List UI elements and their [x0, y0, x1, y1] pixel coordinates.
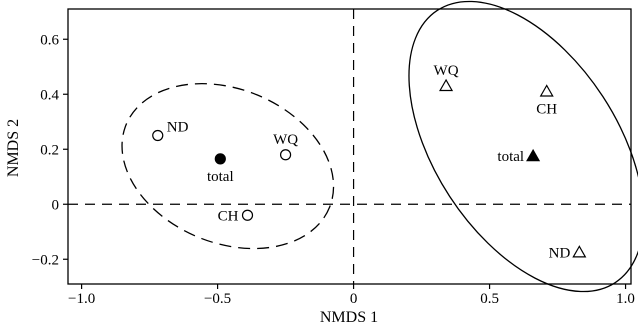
triangle-marker — [439, 78, 454, 92]
point-label: CH — [218, 208, 239, 224]
point-label: WQ — [434, 63, 459, 79]
point-layer: ND WQ CH total WQ CH total ND — [152, 63, 587, 261]
x-axis-title: NMDS 1 — [320, 309, 378, 326]
triangle-marker — [572, 245, 587, 258]
y-tick-label: 0 — [52, 197, 60, 213]
circle-marker — [241, 209, 254, 221]
x-tick-label: 1.0 — [616, 291, 635, 307]
point-label: CH — [536, 102, 557, 118]
circle-marker — [152, 129, 164, 142]
circle-marker — [214, 153, 226, 165]
y-tick-label: 0.2 — [40, 142, 59, 158]
y-tick-label: 0.4 — [40, 87, 59, 103]
point-label: ND — [167, 120, 189, 136]
group-ellipse — [408, 0, 638, 293]
axis-ticks: −1.0 −0.5 0 0.5 1.0 −0.2 0 0.2 0.4 0.6 — [32, 32, 635, 307]
x-tick-label: −0.5 — [204, 291, 231, 307]
y-tick-label: −0.2 — [32, 252, 59, 268]
plot-border — [67, 8, 632, 285]
y-tick-label: 0.6 — [40, 32, 59, 48]
triangle-marker — [539, 84, 554, 97]
y-axis-title: NMDS 2 — [5, 119, 22, 177]
point-label: ND — [549, 245, 571, 261]
circle-marker — [279, 149, 292, 161]
triangle-marker — [526, 148, 541, 162]
point-label: total — [497, 149, 524, 165]
reference-lines — [68, 9, 631, 284]
point-label: total — [207, 169, 234, 185]
group-ellipse — [121, 83, 335, 250]
plot-frame — [67, 8, 632, 285]
x-tick-label: −1.0 — [68, 291, 95, 307]
x-tick-label: 0.5 — [480, 291, 499, 307]
ellipse-layer — [121, 0, 638, 293]
point-label: WQ — [273, 132, 298, 148]
x-tick-label: 0 — [350, 291, 358, 307]
